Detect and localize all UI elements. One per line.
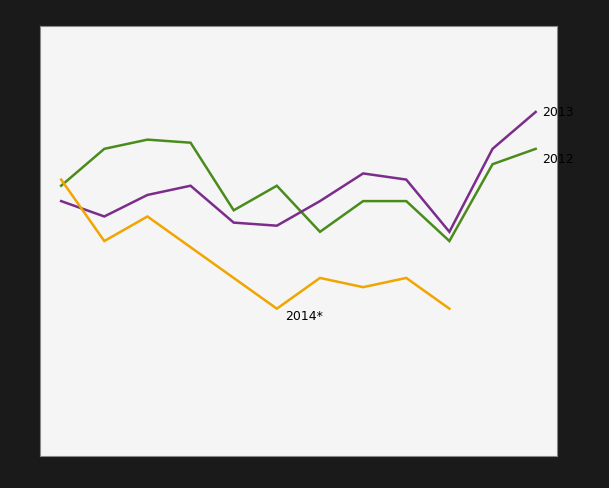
- Text: 2012: 2012: [542, 152, 574, 165]
- Text: 2013: 2013: [542, 106, 574, 119]
- Text: 2014*: 2014*: [286, 309, 323, 322]
